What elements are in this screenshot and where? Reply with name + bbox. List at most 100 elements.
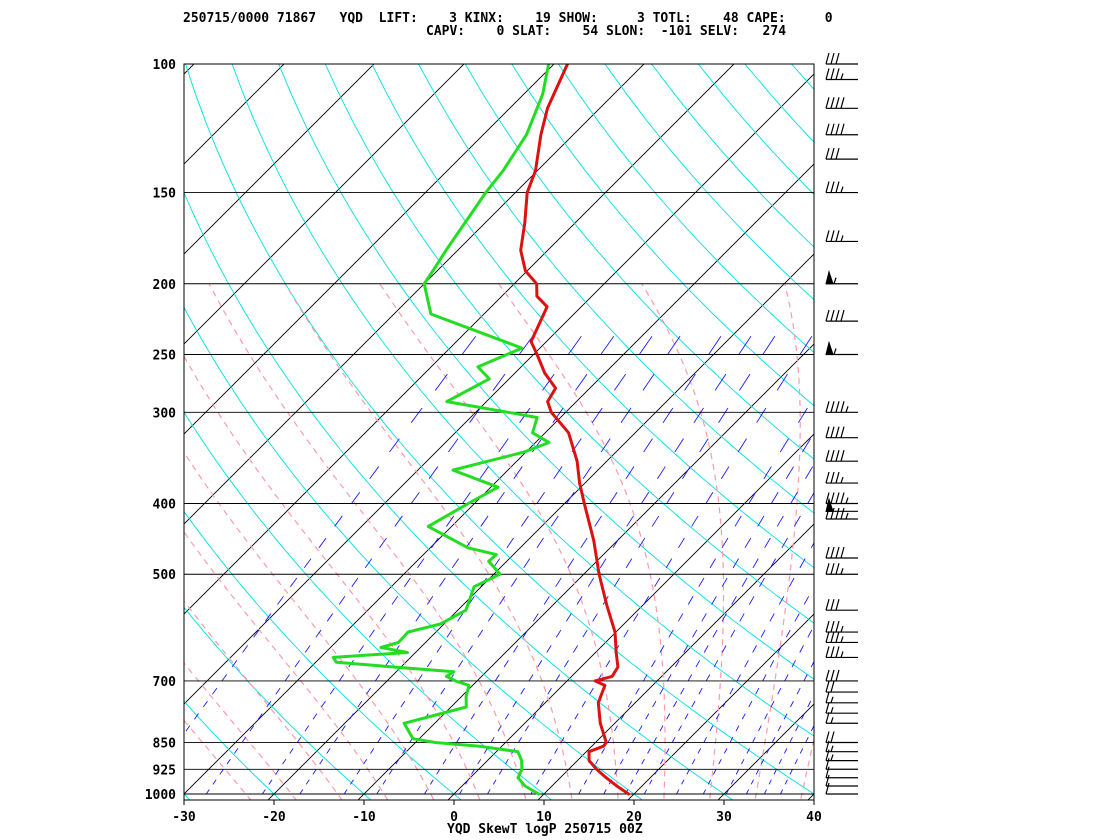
dry-adiabat-line (184, 606, 372, 800)
mixing-ratio-dash (510, 577, 518, 587)
mixing-ratio-dash (321, 700, 326, 708)
wind-barb-half-feather (833, 277, 837, 284)
mixing-ratio-dash (572, 645, 579, 653)
pressure-tick-label: 1000 (145, 788, 176, 803)
mixing-ratio-dash (818, 374, 828, 390)
mixing-ratio-dash (603, 789, 607, 795)
wind-barb (825, 269, 858, 285)
mixing-ratio-dash (794, 613, 800, 622)
mixing-ratio-dash (709, 558, 716, 569)
mixing-ratio-dash (456, 736, 461, 743)
mixing-ratio-dash (424, 789, 428, 795)
mixing-ratio-dash (713, 660, 719, 668)
wind-barb-feather (825, 766, 830, 778)
temperature-trace (519, 64, 631, 796)
mixing-ratio-dash (729, 737, 734, 743)
mixing-ratio-dash (875, 374, 885, 390)
mixing-ratio-dash (746, 748, 750, 754)
mixing-ratio-dash (741, 758, 745, 765)
mixing-ratio-dash (698, 687, 703, 695)
mixing-ratio-dash (899, 492, 905, 503)
mixing-ratio-dash (601, 748, 605, 754)
mixing-ratio-dash (566, 491, 575, 504)
dry-adiabat-line (184, 191, 734, 800)
mixing-ratio-dash (479, 466, 489, 480)
wind-barb-feather (825, 97, 830, 109)
mixing-ratio-dash (439, 577, 446, 587)
mixing-ratio-dash (266, 700, 272, 708)
wind-barb-feather (825, 680, 830, 693)
moist-adiabat-line (379, 283, 619, 800)
mixing-ratio-dash (708, 335, 722, 355)
mixing-ratio-dash (382, 779, 387, 785)
mixing-ratio-dash (699, 438, 709, 453)
mixing-ratio-dash (503, 660, 509, 668)
mixing-ratio-dash (856, 538, 861, 548)
mixing-ratio-dash (799, 748, 804, 754)
mixing-ratio-dash (712, 629, 718, 638)
dry-adiabat-line (184, 700, 281, 800)
mixing-ratio-dash (653, 736, 657, 743)
mixing-ratio-dash (599, 558, 607, 569)
mixing-ratio-dash (426, 660, 433, 668)
mixing-ratio-dash (394, 515, 403, 527)
mixing-ratio-dash (943, 439, 950, 452)
header-line-2: CAPV: 0 SLAT: 54 SLON: -101 SELV: 274 (426, 24, 786, 39)
mixing-ratio-dash (732, 558, 739, 569)
mixing-ratio-dash (539, 700, 544, 708)
mixing-ratio-dash (784, 779, 788, 785)
mixing-ratio-dash (614, 769, 618, 775)
dry-adiabat-line (231, 64, 814, 737)
mixing-ratio-dash (498, 769, 503, 775)
mixing-ratio-dash (591, 407, 603, 423)
isotherm-line (184, 64, 645, 525)
mixing-ratio-dash (895, 467, 902, 479)
wind-barb-feather (835, 620, 840, 633)
wind-barb-feather (825, 147, 830, 160)
wind-barb-half-feather (840, 235, 844, 242)
mixing-ratio-dash (614, 725, 618, 732)
mixing-ratio-dash (870, 578, 875, 587)
mixing-ratio-dash (929, 492, 935, 503)
mixing-ratio-dash (680, 687, 685, 695)
mixing-ratio-dash (763, 789, 767, 795)
mixing-ratio-dash (691, 700, 696, 708)
mixing-ratio-dash (793, 515, 801, 527)
mixing-ratio-dash (752, 558, 759, 569)
mixing-ratio-dash (461, 335, 477, 355)
mixing-ratio-dash (532, 613, 539, 622)
mixing-ratio-dash (477, 758, 482, 765)
wind-barb-half-feather (845, 512, 849, 520)
wind-barb (825, 426, 858, 439)
mixing-ratio-dash (666, 713, 671, 720)
mixing-ratio-dash (458, 660, 464, 668)
mixing-ratio-dash (623, 629, 629, 638)
mixing-ratio-dash (744, 660, 749, 668)
mixing-ratio-dash (492, 373, 506, 391)
mixing-ratio-dash (319, 758, 324, 765)
isotherm-line (979, 31, 1120, 810)
mixing-ratio-dash (400, 700, 406, 708)
isotherm-line (184, 64, 465, 345)
mixing-ratio-dash (778, 596, 785, 605)
wind-barb-feather (840, 546, 845, 559)
mixing-ratio-dash (567, 558, 575, 569)
wind-barb-half-feather (845, 497, 849, 504)
mixing-ratio-dash (789, 769, 793, 775)
wind-barb-half-feather (845, 406, 849, 413)
mixing-ratio-dash (389, 438, 400, 453)
dry-adiabat-line (464, 64, 814, 460)
wind-barb (825, 497, 858, 512)
mixing-ratio-dash (913, 467, 920, 479)
wind-barb-feather (830, 563, 835, 575)
wind-barb-half-feather (840, 625, 844, 633)
mixing-ratio-dash (326, 748, 331, 754)
mixing-ratio-dash (574, 713, 579, 720)
wind-barb-feather (830, 123, 835, 135)
wind-barb (825, 309, 858, 322)
wind-barb-feather (825, 774, 830, 787)
wind-barb-feather (830, 731, 835, 743)
wind-barb-feather (835, 471, 840, 484)
mixing-ratio-dash (366, 687, 371, 695)
mixing-ratio-dash (600, 438, 611, 453)
